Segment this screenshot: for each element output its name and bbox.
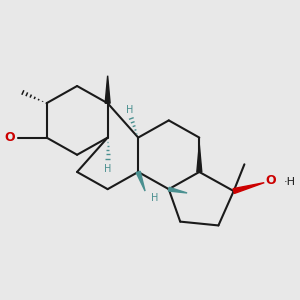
Text: O: O	[4, 131, 15, 144]
Polygon shape	[233, 183, 264, 194]
Text: H: H	[151, 193, 158, 203]
Polygon shape	[105, 76, 110, 103]
Text: H: H	[104, 164, 111, 174]
Polygon shape	[136, 171, 145, 191]
Text: H: H	[126, 105, 133, 115]
Text: O: O	[266, 174, 276, 187]
Polygon shape	[168, 187, 187, 193]
Polygon shape	[197, 145, 202, 172]
Text: ·H: ·H	[284, 176, 296, 187]
